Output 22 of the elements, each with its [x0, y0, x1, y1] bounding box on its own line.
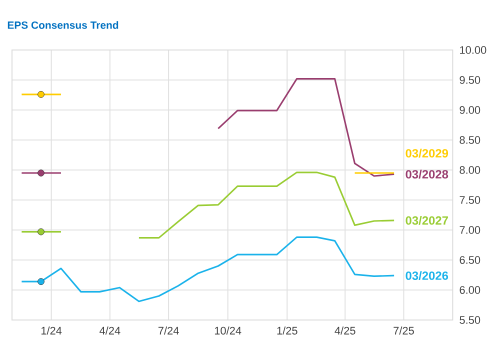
x-tick-label: 7/25 — [394, 326, 414, 335]
x-tick-label: 7/24 — [158, 326, 179, 335]
y-tick-label: 8.00 — [460, 166, 480, 174]
y-tick-label: 8.50 — [460, 136, 480, 144]
chart-title: EPS Consensus Trend — [8, 21, 118, 29]
y-tick-label: 9.50 — [460, 76, 480, 84]
x-tick-label: 1/24 — [41, 326, 62, 335]
y-tick-label: 5.50 — [460, 316, 480, 324]
x-tick-label: 10/24 — [214, 326, 242, 335]
y-tick-label: 9.00 — [460, 106, 480, 114]
y-tick-label: 6.50 — [460, 256, 480, 264]
y-tick-label: 7.00 — [460, 226, 480, 234]
y-tick-label: 10.00 — [460, 46, 486, 54]
y-tick-label: 7.50 — [460, 196, 480, 204]
series-label: 03/2026 — [406, 271, 448, 280]
x-tick-label: 4/25 — [334, 326, 356, 335]
x-tick-label: 4/24 — [100, 326, 120, 335]
series-label: 03/2027 — [406, 216, 448, 225]
series-label: 03/2028 — [406, 170, 448, 179]
x-tick-label: 1/25 — [277, 326, 298, 335]
y-tick-label: 6.00 — [460, 286, 480, 294]
series-label: 03/2029 — [406, 148, 448, 158]
